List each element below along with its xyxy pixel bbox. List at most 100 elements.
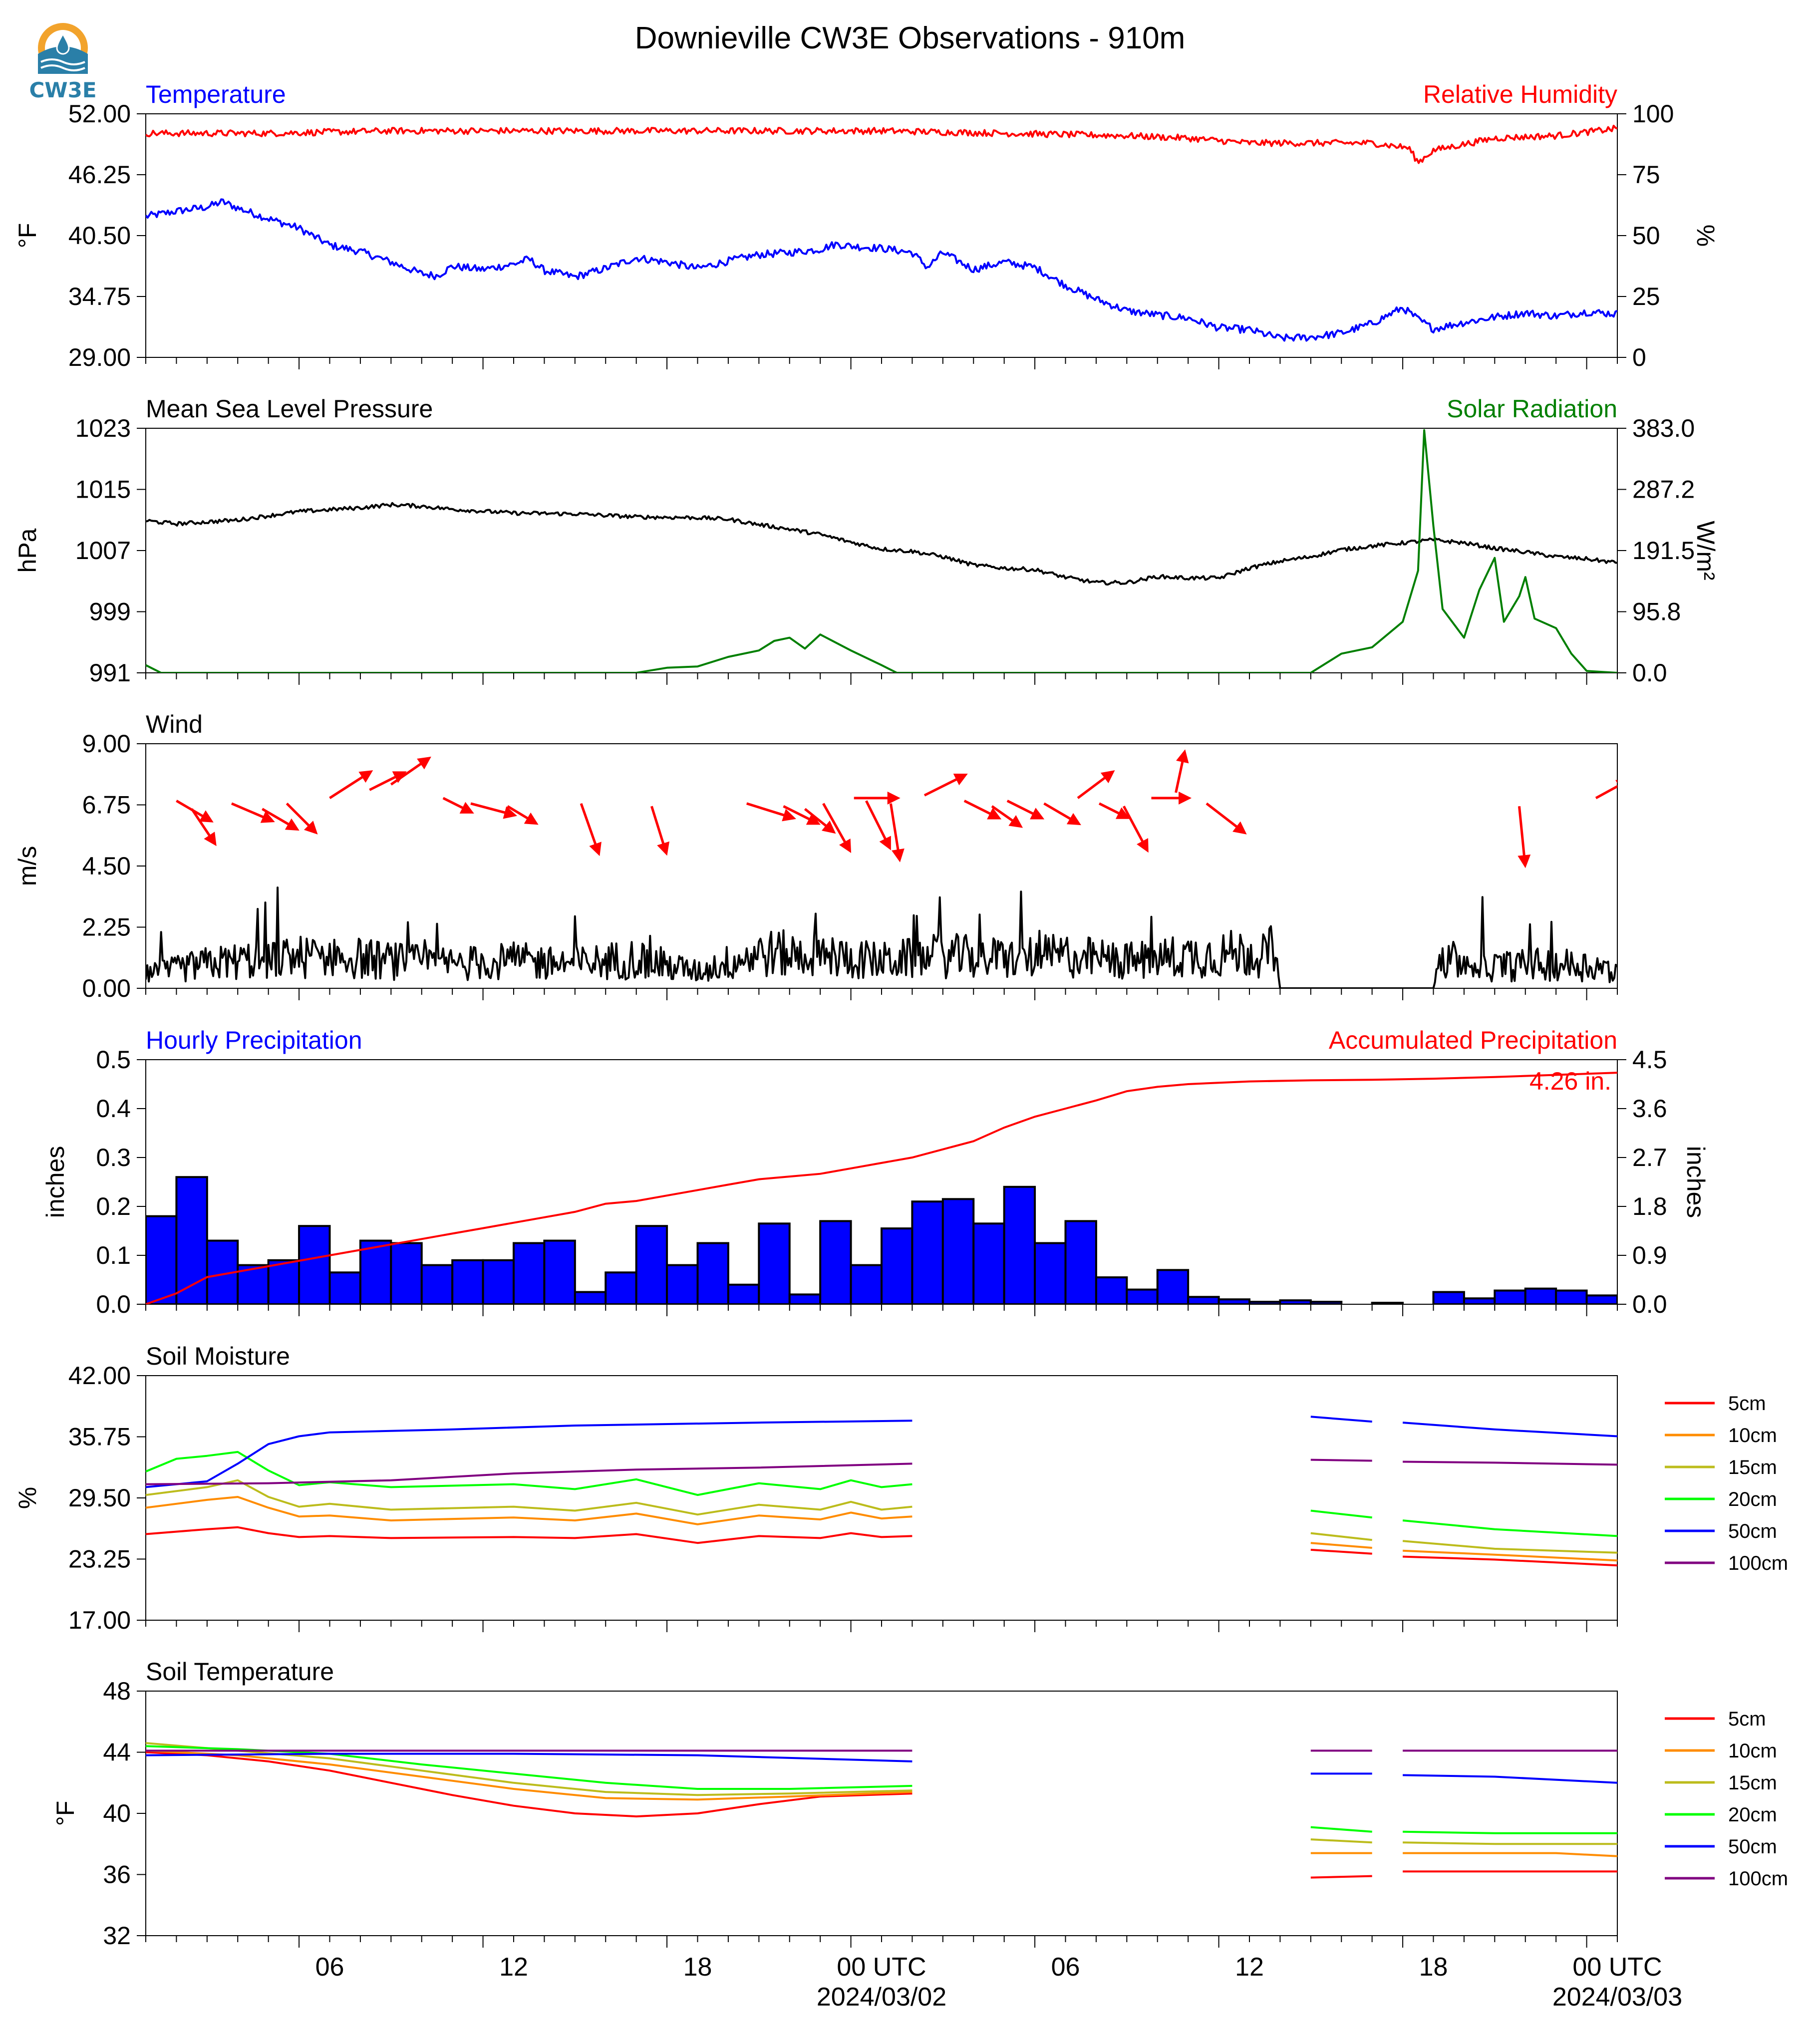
precip-bar — [911, 1200, 944, 1304]
y-tick-label: 23.25 — [68, 1545, 131, 1573]
series-line-0 — [146, 198, 1617, 342]
precip-bar — [758, 1222, 791, 1304]
series-line-1 — [146, 429, 1617, 673]
y2-tick-label: 191.5 — [1632, 537, 1695, 565]
series-line-5cm — [1310, 1875, 1372, 1879]
y2-axis-label: W/m² — [1692, 521, 1720, 580]
precip-bar — [1432, 1291, 1465, 1304]
x-tick-label: 18 — [1419, 1953, 1448, 1982]
y-axis-label: hPa — [13, 528, 41, 573]
plot-frame — [145, 1375, 1618, 1621]
wind-arrow — [746, 802, 787, 817]
y-tick-label: 1007 — [75, 537, 131, 565]
wind-arrow-head — [839, 838, 852, 853]
y-tick-label: 991 — [89, 659, 131, 687]
wind-arrow — [507, 805, 531, 821]
y-tick-label: 40 — [103, 1799, 131, 1827]
wind-arrow-head — [1615, 780, 1617, 784]
wind-arrow — [865, 800, 888, 842]
precip-bar — [972, 1222, 1005, 1304]
precip-bar — [1494, 1289, 1526, 1304]
wind-arrow-head — [459, 802, 474, 814]
series-line-15cm — [1403, 1841, 1617, 1845]
legend-label: 20cm — [1728, 1488, 1777, 1510]
y-tick-label: 0.1 — [96, 1241, 131, 1269]
precip-bar — [543, 1239, 576, 1304]
wind-arrow-head — [892, 848, 905, 863]
precip-bar — [1585, 1294, 1617, 1304]
series-line-20cm — [1310, 1509, 1372, 1519]
precip-bar — [1279, 1299, 1312, 1304]
series-line-15cm — [1310, 1532, 1372, 1541]
wind-arrow-head — [589, 842, 602, 857]
y2-tick-label: 25 — [1632, 283, 1660, 310]
panel-title-right: Relative Humidity — [1423, 80, 1617, 108]
legend-label: 15cm — [1728, 1772, 1777, 1794]
y-tick-label: 32 — [103, 1922, 131, 1950]
y-tick-label: 0.5 — [96, 1046, 131, 1074]
precip-bar — [1463, 1297, 1496, 1304]
wind-arrow — [1043, 802, 1073, 821]
precip-bar — [1003, 1185, 1036, 1304]
plot-area — [146, 749, 1617, 988]
wind-arrow — [390, 761, 424, 786]
precip-bar — [666, 1264, 699, 1304]
x-date-label: 2024/03/03 — [1552, 1983, 1682, 2012]
precip-bar — [298, 1225, 331, 1304]
precip-bar — [819, 1220, 852, 1304]
precip-bar — [1555, 1289, 1588, 1304]
panel-title-right: Solar Radiation — [1447, 395, 1617, 423]
wind-arrow-head — [260, 811, 275, 823]
plot-area — [146, 1072, 1617, 1304]
wind-arrow — [1098, 802, 1122, 816]
panel-title-left: Soil Temperature — [146, 1658, 334, 1686]
legend-label: 5cm — [1728, 1708, 1766, 1730]
x-tick-label: 06 — [315, 1953, 344, 1982]
series-line-5cm — [146, 1751, 912, 1818]
x-tick-label: 18 — [683, 1953, 712, 1982]
series-line-5cm — [1310, 1548, 1372, 1555]
series-line-100cm — [1310, 1458, 1372, 1462]
precip-bar — [267, 1259, 301, 1304]
series-line-0 — [146, 502, 1617, 586]
precip-bar — [1095, 1276, 1128, 1304]
precip-bar — [1217, 1298, 1250, 1304]
y-tick-label: 44 — [103, 1738, 131, 1766]
x-tick-label: 12 — [1235, 1953, 1264, 1982]
wind-arrow-head — [303, 821, 318, 835]
y-tick-label: 34.75 — [68, 283, 131, 310]
panel-title-left: Wind — [146, 710, 203, 738]
wind-arrow — [804, 808, 829, 829]
wind-arrow-head — [1115, 807, 1131, 819]
wind-arrow — [923, 777, 959, 797]
y2-tick-label: 0.9 — [1632, 1241, 1667, 1269]
series-line-10cm — [146, 1496, 912, 1525]
wind-arrow — [580, 803, 598, 847]
cw3e-logo-icon — [38, 23, 88, 74]
wind-arrow — [1122, 806, 1145, 845]
plot-area — [146, 429, 1617, 673]
y-tick-label: 1015 — [75, 476, 131, 504]
panel-title-left: Hourly Precipitation — [146, 1026, 362, 1054]
y2-tick-label: 0 — [1632, 343, 1646, 371]
y2-tick-label: 0.0 — [1632, 659, 1667, 687]
wind-arrow-head — [1066, 813, 1081, 826]
x-tick-label: 00 UTC — [837, 1953, 926, 1982]
panel-title-right: Accumulated Precipitation — [1329, 1026, 1617, 1054]
series-line-100cm — [1403, 1460, 1617, 1466]
plot-area — [146, 124, 1617, 342]
y2-tick-label: 75 — [1632, 161, 1660, 189]
wind-arrow — [1595, 785, 1617, 800]
plot-frame — [145, 1691, 1618, 1936]
wind-arrow-head — [822, 820, 836, 834]
precip-bar — [1371, 1302, 1404, 1304]
wind-arrow-head — [1232, 821, 1247, 835]
x-date-label: 2024/03/02 — [817, 1983, 946, 2012]
wind-arrow-head — [503, 806, 518, 819]
panel-pressure_solar: Mean Sea Level Pressure Solar Radiation 10… — [13, 395, 1720, 687]
wind-arrow-head — [1179, 791, 1192, 805]
y2-tick-label: 4.5 — [1632, 1046, 1667, 1074]
y-tick-label: 40.50 — [68, 222, 131, 250]
precip-bar — [328, 1271, 361, 1304]
y2-tick-label: 1.8 — [1632, 1192, 1667, 1220]
